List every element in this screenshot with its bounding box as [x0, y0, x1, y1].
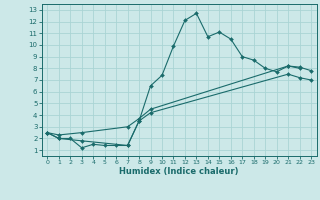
X-axis label: Humidex (Indice chaleur): Humidex (Indice chaleur)	[119, 167, 239, 176]
